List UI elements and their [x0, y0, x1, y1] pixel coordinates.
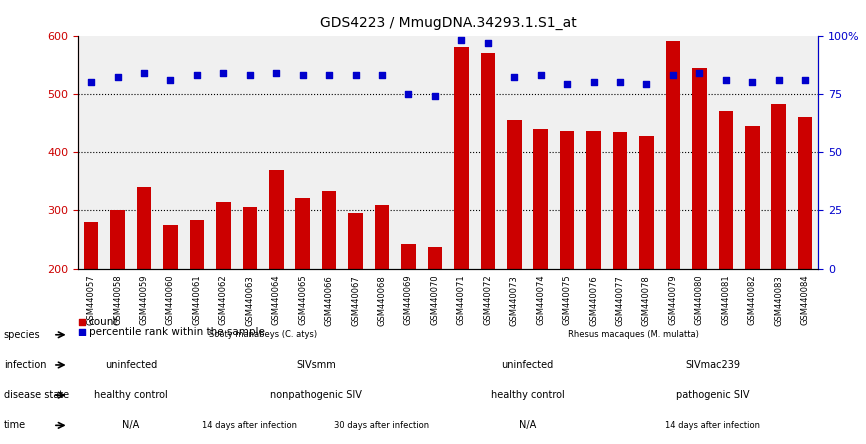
Point [666, 71, 680, 79]
Bar [110, 210, 125, 269]
Point [560, 81, 574, 88]
Point [375, 71, 389, 79]
Text: percentile rank within the sample: percentile rank within the sample [88, 327, 265, 337]
Bar [163, 225, 178, 269]
Text: uninfected: uninfected [501, 360, 553, 370]
Bar [666, 41, 680, 269]
Bar [481, 53, 495, 269]
Text: species: species [4, 330, 41, 340]
Point [507, 74, 521, 81]
Bar [401, 244, 416, 269]
Text: time: time [4, 420, 26, 430]
Text: N/A: N/A [122, 420, 139, 430]
Point [349, 71, 363, 79]
Point [613, 79, 627, 86]
Text: 14 days after infection: 14 days after infection [203, 421, 297, 430]
Point [719, 76, 733, 83]
Point [772, 76, 785, 83]
Bar [719, 111, 734, 269]
Bar [507, 120, 521, 269]
Bar [560, 131, 574, 269]
Point [693, 69, 707, 76]
Point [111, 74, 125, 81]
Bar [692, 67, 707, 269]
Text: count: count [88, 317, 119, 327]
Bar [533, 129, 548, 269]
Point [242, 71, 256, 79]
Point [428, 93, 442, 100]
Bar [639, 136, 654, 269]
Text: 14 days after infection: 14 days after infection [665, 421, 760, 430]
Point [640, 81, 654, 88]
Point [746, 79, 759, 86]
Bar [269, 170, 283, 269]
Text: N/A: N/A [519, 420, 536, 430]
Bar [322, 191, 336, 269]
Bar [375, 205, 390, 269]
Point [190, 71, 204, 79]
Bar [586, 131, 601, 269]
Bar [216, 202, 230, 269]
Bar [84, 222, 99, 269]
Text: nonpathogenic SIV: nonpathogenic SIV [270, 390, 362, 400]
Bar [745, 126, 759, 269]
Point [164, 76, 178, 83]
Point [137, 69, 151, 76]
Point [533, 71, 547, 79]
Bar [190, 220, 204, 269]
Bar [295, 198, 310, 269]
Text: SIVsmm: SIVsmm [296, 360, 336, 370]
Bar [798, 117, 812, 269]
Point [296, 71, 310, 79]
Point [75, 328, 89, 335]
Text: infection: infection [4, 360, 47, 370]
Bar [242, 207, 257, 269]
Text: disease state: disease state [4, 390, 69, 400]
Text: SIVmac239: SIVmac239 [685, 360, 740, 370]
Bar [428, 247, 443, 269]
Text: uninfected: uninfected [105, 360, 157, 370]
Point [75, 318, 89, 325]
Bar [613, 132, 627, 269]
Bar [454, 47, 469, 269]
Bar [772, 104, 786, 269]
Point [84, 79, 98, 86]
Point [269, 69, 283, 76]
Point [455, 37, 469, 44]
Point [322, 71, 336, 79]
Point [798, 76, 812, 83]
Point [402, 90, 416, 97]
Text: Rhesus macaques (M. mulatta): Rhesus macaques (M. mulatta) [568, 330, 699, 339]
Bar [137, 187, 152, 269]
Bar [348, 213, 363, 269]
Text: Sooty manabeys (C. atys): Sooty manabeys (C. atys) [209, 330, 317, 339]
Text: healthy control: healthy control [491, 390, 565, 400]
Text: 30 days after infection: 30 days after infection [334, 421, 430, 430]
Text: GDS4223 / MmugDNA.34293.1.S1_at: GDS4223 / MmugDNA.34293.1.S1_at [320, 16, 577, 30]
Point [481, 39, 494, 46]
Text: healthy control: healthy control [94, 390, 168, 400]
Text: pathogenic SIV: pathogenic SIV [675, 390, 749, 400]
Point [216, 69, 230, 76]
Point [586, 79, 600, 86]
